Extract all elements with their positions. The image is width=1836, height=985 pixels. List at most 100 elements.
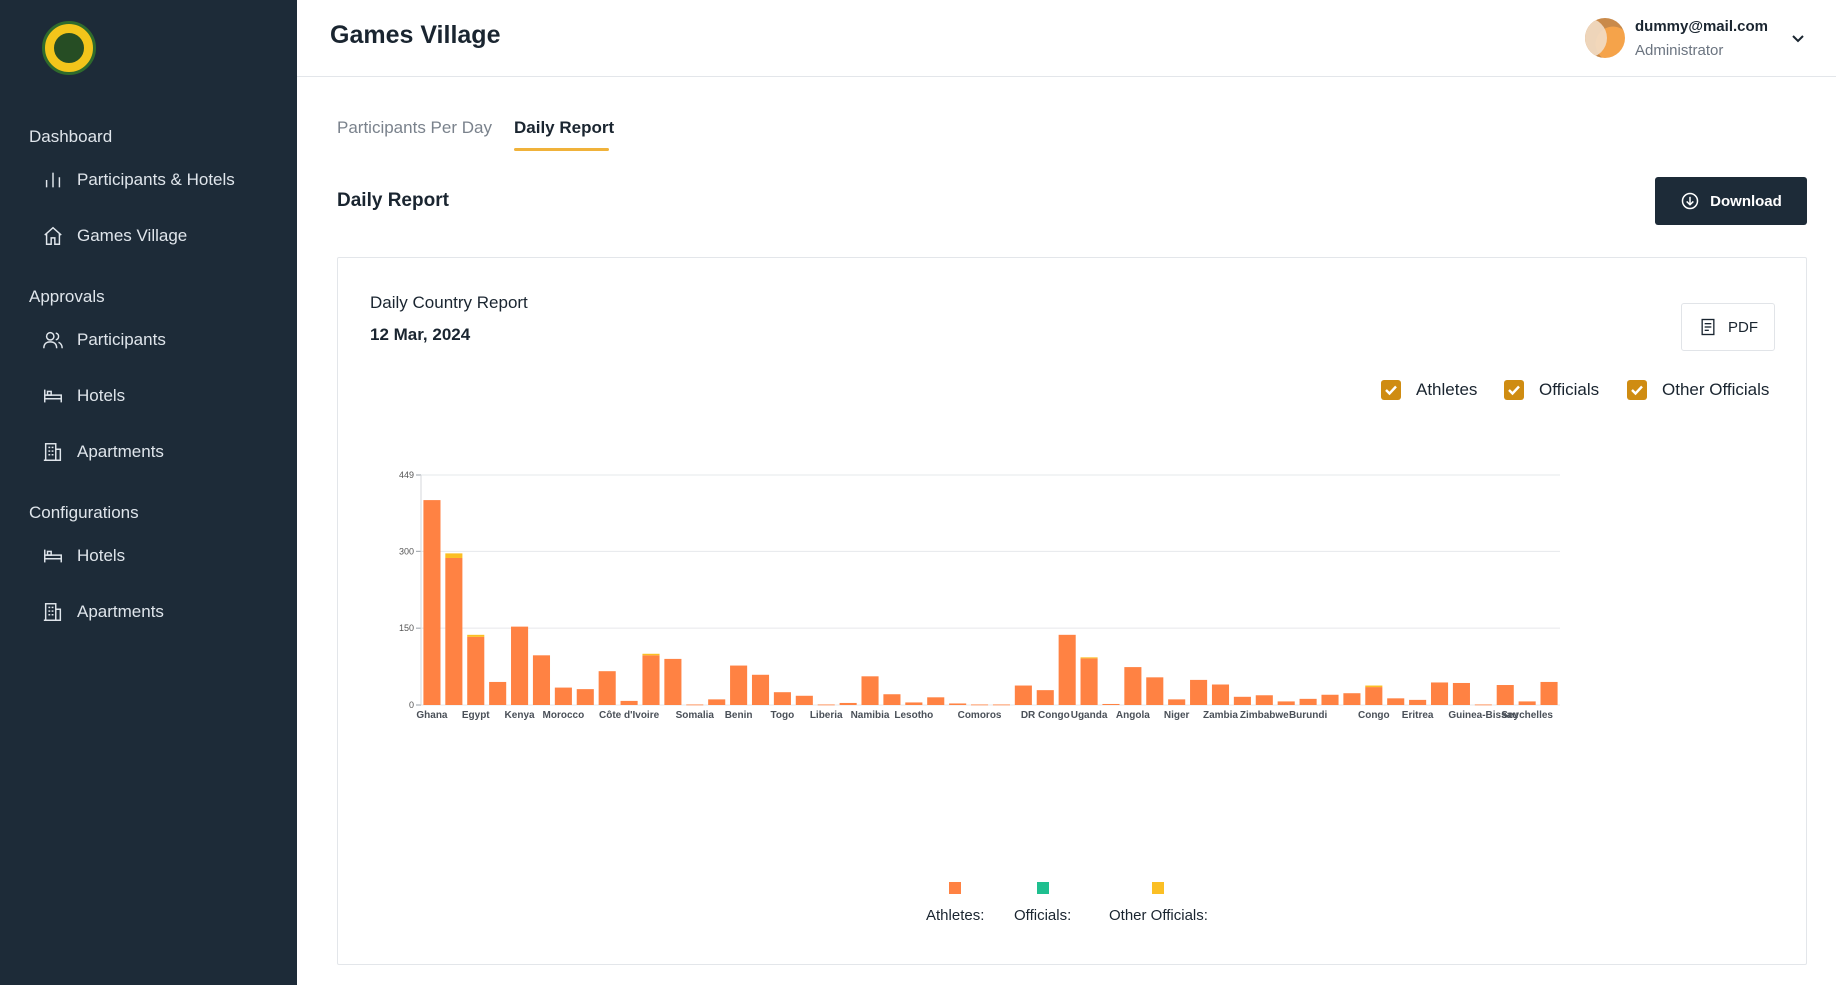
sidebar-item-label: Apartments (77, 442, 164, 461)
report-card: Daily Country Report 12 Mar, 2024 PDF At… (337, 257, 1807, 965)
x-tick-label: Namibia (851, 710, 890, 721)
legend-swatch (1036, 882, 1049, 894)
nav-section-dashboard: Dashboard (29, 127, 113, 146)
card-title: Daily Country Report (370, 293, 528, 312)
pdf-button[interactable]: PDF (1681, 303, 1775, 351)
bed-icon (40, 383, 66, 409)
x-tick-label: Benin (725, 710, 753, 721)
bar-athletes (905, 702, 923, 705)
sidebar-item-participants[interactable]: Participants (40, 323, 166, 357)
bar-athletes (1518, 701, 1536, 705)
download-button[interactable]: Download (1655, 177, 1807, 225)
bar-athletes (730, 665, 748, 705)
y-tick-label: 0 (409, 700, 414, 710)
avatar (1585, 18, 1625, 58)
bar-athletes (1146, 677, 1164, 705)
logo[interactable] (42, 21, 96, 75)
x-tick-label: Liberia (810, 710, 843, 721)
sidebar-item-participants-hotels[interactable]: Participants & Hotels (40, 163, 235, 197)
bar-athletes (554, 687, 572, 705)
bar-athletes (1343, 693, 1361, 705)
sidebar-item-label: Hotels (77, 386, 126, 405)
x-tick-label: Congo (1358, 710, 1390, 721)
chevron-down-icon[interactable] (1790, 30, 1806, 46)
x-tick-label: Eritrea (1402, 710, 1434, 721)
nav-section-configurations: Configurations (29, 503, 139, 522)
legend-athletes[interactable]: Athletes: (926, 882, 984, 924)
bar-athletes (949, 703, 967, 705)
user-role: Administrator (1635, 41, 1724, 59)
pdf-label: PDF (1728, 318, 1758, 336)
bar-athletes (795, 695, 813, 705)
sidebar: Dashboard Participants & Hotels Games Vi… (0, 0, 297, 985)
bar-athletes (1211, 684, 1230, 705)
y-tick-label: 449 (399, 470, 414, 480)
sidebar-item-label: Apartments (77, 602, 164, 621)
check-icon (1508, 385, 1520, 396)
bar-athletes (1409, 699, 1427, 705)
filter-athletes[interactable]: Athletes (1381, 380, 1477, 400)
bar-athletes (1321, 694, 1339, 705)
x-tick-label: Zambia (1203, 710, 1238, 721)
x-tick-label: Angola (1116, 710, 1150, 721)
legend-label: Officials: (1014, 907, 1072, 924)
checkbox-athletes[interactable] (1381, 380, 1401, 400)
x-tick-label: Somalia (676, 710, 715, 721)
bar-athletes (445, 557, 463, 705)
sidebar-item-label: Games Village (77, 226, 188, 245)
bar-athletes (708, 699, 726, 705)
y-tick-label: 300 (399, 546, 414, 556)
legend-officials[interactable]: Officials: (1014, 882, 1071, 924)
bar-athletes (883, 694, 901, 705)
filter-label: Athletes (1416, 380, 1478, 399)
active-tab-indicator (514, 148, 609, 151)
user-email: dummy@mail.com (1635, 17, 1768, 35)
checkbox-officials[interactable] (1504, 380, 1524, 400)
bar-athletes (773, 692, 791, 705)
sidebar-item-label: Hotels (77, 546, 126, 565)
legend-label: Athletes: (926, 907, 985, 924)
logo-emblem (52, 31, 86, 65)
bar-athletes (992, 704, 1010, 706)
filter-officials[interactable]: Officials (1504, 380, 1599, 400)
bar-athletes (1124, 667, 1142, 705)
bar-athletes (1233, 696, 1251, 705)
sidebar-item-config-hotels[interactable]: Hotels (40, 539, 125, 573)
sidebar-item-hotels[interactable]: Hotels (40, 379, 125, 413)
bar-athletes (620, 700, 638, 705)
bar-athletes (511, 626, 529, 705)
bar-other-officials (1365, 685, 1383, 688)
bed-icon (40, 543, 66, 569)
user-menu[interactable]: dummy@mail.com Administrator (1585, 12, 1806, 64)
checkbox-other-officials[interactable] (1627, 380, 1647, 400)
bar-athletes (1387, 698, 1405, 705)
building-icon (40, 439, 66, 465)
x-tick-label: Côte d'Ivoire (599, 710, 660, 721)
bar-chart-icon (40, 167, 66, 193)
bar-athletes (1168, 699, 1186, 705)
sidebar-item-games-village[interactable]: Games Village (40, 219, 187, 253)
sidebar-item-apartments[interactable]: Apartments (40, 435, 164, 469)
page-title: Games Village (330, 21, 501, 49)
bar-other-officials (642, 653, 660, 656)
user-info: dummy@mail.com Administrator (1635, 18, 1768, 59)
legend-other-officials[interactable]: Other Officials: (1109, 882, 1208, 924)
home-icon (40, 223, 66, 249)
bar-other-officials (1080, 657, 1098, 659)
download-label: Download (1710, 192, 1782, 210)
x-tick-label: Comoros (958, 710, 1002, 721)
bar-athletes (489, 681, 507, 705)
bar-athletes (1452, 682, 1470, 705)
bar-athletes (664, 658, 682, 705)
sidebar-item-label: Participants (77, 330, 166, 349)
check-icon (1631, 385, 1643, 396)
bar-athletes (817, 704, 835, 706)
tab-participants-per-day[interactable]: Participants Per Day (337, 118, 492, 137)
sidebar-item-config-apartments[interactable]: Apartments (40, 595, 164, 629)
tab-daily-report[interactable]: Daily Report (514, 118, 615, 137)
x-tick-label: Zimbabwe (1240, 710, 1289, 721)
document-icon (1701, 318, 1715, 336)
filter-other-officials[interactable]: Other Officials (1627, 380, 1769, 400)
nav-section-approvals: Approvals (29, 287, 105, 306)
filter-label: Officials (1539, 380, 1600, 399)
